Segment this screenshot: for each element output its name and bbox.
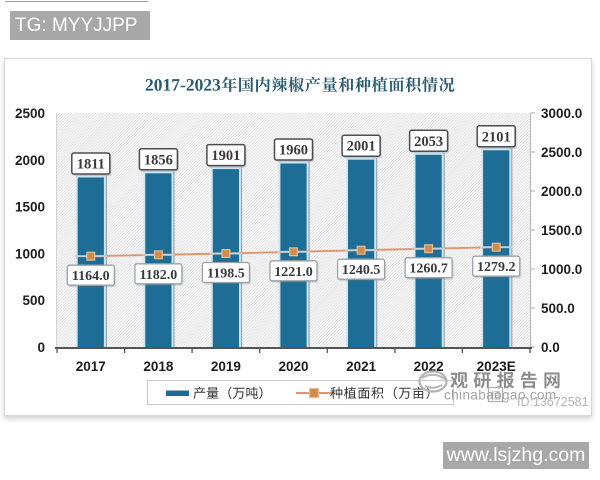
svg-text:3000.0: 3000.0 bbox=[541, 106, 582, 121]
svg-text:2021: 2021 bbox=[346, 359, 377, 374]
svg-text:0: 0 bbox=[37, 340, 45, 355]
svg-text:1221.0: 1221.0 bbox=[274, 265, 313, 280]
svg-text:2053: 2053 bbox=[414, 134, 443, 150]
svg-text:1811: 1811 bbox=[77, 157, 105, 173]
svg-text:1279.2: 1279.2 bbox=[477, 260, 516, 275]
svg-text:2020: 2020 bbox=[278, 359, 308, 374]
svg-text:2500.0: 2500.0 bbox=[541, 145, 582, 160]
svg-text:2500: 2500 bbox=[15, 106, 45, 121]
svg-text:2023E: 2023E bbox=[477, 359, 516, 374]
svg-text:2017: 2017 bbox=[76, 359, 106, 374]
svg-text:1901: 1901 bbox=[211, 148, 240, 164]
svg-text:2000.0: 2000.0 bbox=[541, 184, 582, 199]
svg-text:2022: 2022 bbox=[414, 359, 444, 374]
svg-text:1260.7: 1260.7 bbox=[409, 262, 448, 277]
svg-text:1000.0: 1000.0 bbox=[541, 262, 582, 277]
svg-text:1182.0: 1182.0 bbox=[140, 268, 178, 283]
svg-text:1240.5: 1240.5 bbox=[342, 263, 381, 278]
svg-text:1500.0: 1500.0 bbox=[541, 223, 582, 238]
svg-text:1198.5: 1198.5 bbox=[207, 267, 245, 282]
svg-text:500.0: 500.0 bbox=[541, 301, 575, 316]
svg-text:ID:13672581: ID:13672581 bbox=[517, 395, 589, 409]
svg-text:1000: 1000 bbox=[15, 246, 45, 261]
svg-text:500: 500 bbox=[22, 293, 45, 308]
svg-text:1856: 1856 bbox=[144, 152, 173, 168]
svg-text:0.0: 0.0 bbox=[541, 340, 560, 355]
svg-text:2101: 2101 bbox=[482, 129, 511, 145]
svg-text:chinabaogao.com: chinabaogao.com bbox=[444, 388, 557, 403]
svg-text:2001: 2001 bbox=[347, 139, 376, 155]
svg-text:2019: 2019 bbox=[211, 359, 241, 374]
svg-text:1500: 1500 bbox=[15, 200, 45, 215]
svg-text:1960: 1960 bbox=[279, 143, 308, 159]
svg-text:1164.0: 1164.0 bbox=[72, 269, 110, 284]
svg-text:2000: 2000 bbox=[15, 153, 45, 168]
svg-text:2018: 2018 bbox=[143, 359, 174, 374]
